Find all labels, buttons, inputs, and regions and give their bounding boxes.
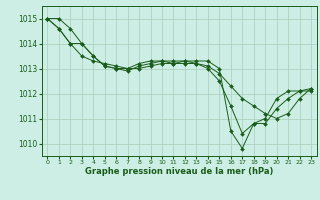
X-axis label: Graphe pression niveau de la mer (hPa): Graphe pression niveau de la mer (hPa) bbox=[85, 167, 273, 176]
